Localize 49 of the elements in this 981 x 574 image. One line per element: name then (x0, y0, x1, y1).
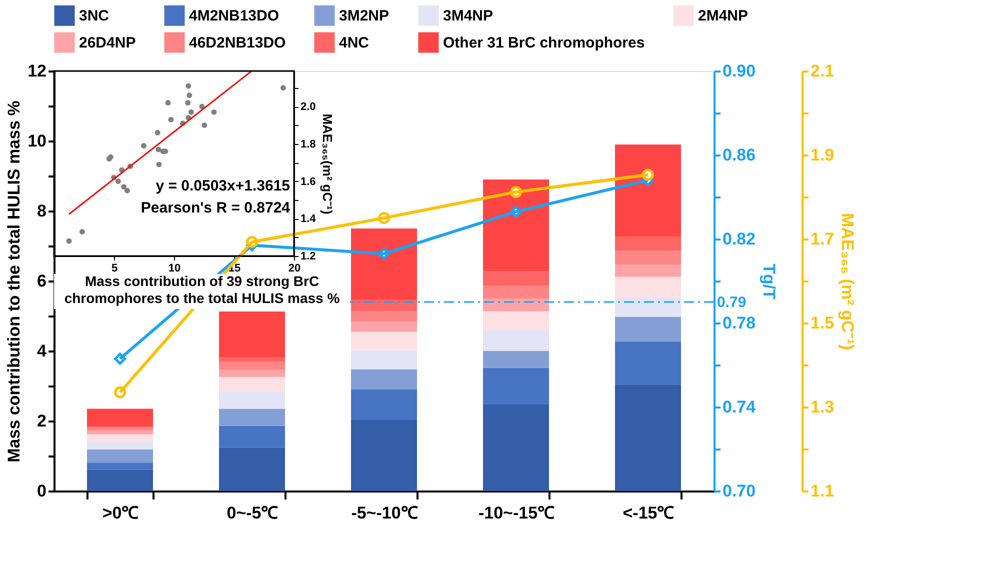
y2-tick-label: 0.78 (722, 314, 756, 332)
y2-tick-label: 0.82 (722, 230, 756, 248)
y-axis-title: Mass contribution to the total HULIS mass % (4, 100, 24, 462)
y-tick-label: 0 (37, 482, 46, 500)
legend-label: 2M4NP (698, 8, 748, 25)
y-tick-label: 1.4 (300, 213, 317, 226)
y2-axis-title: Tg/T (760, 264, 779, 300)
legend-label: Other 31 BrC chromophores (443, 34, 645, 52)
y2-tick-label: 0.74 (722, 398, 756, 416)
legend-label: 3NC (79, 8, 110, 25)
y-tick-label: 1.6 (300, 176, 316, 188)
y3-axis-title: MAE₃₆₅ (m² gC⁻¹) (838, 212, 858, 350)
y-axis-title: MAE₃₆₅(m² gC⁻¹) (320, 114, 335, 214)
legend-label: 3M2NP (339, 8, 390, 25)
y3-tick-label: 1.1 (810, 482, 834, 500)
x-tick-label: <-15℃ (622, 504, 674, 522)
x-tick-label: 0~-5℃ (226, 504, 278, 522)
y3-tick-label: 1.7 (810, 230, 834, 248)
y3-tick-label: 1.9 (810, 146, 834, 164)
x-tick-label: -10~-15℃ (478, 504, 555, 522)
y-tick-label: 10 (28, 132, 46, 150)
x-tick-label: 20 (288, 262, 301, 274)
x-tick-label: 5 (111, 262, 118, 274)
legend-label: 3M4NP (443, 8, 494, 25)
x-tick-label: -5~-10℃ (351, 504, 418, 522)
y-tick-label: 12 (28, 62, 46, 80)
y-tick-label: 6 (37, 272, 46, 290)
x-tick-label: 10 (168, 262, 181, 274)
legend-label: 46D2NB13DO (189, 34, 286, 52)
y-tick-label: 1.2 (300, 250, 316, 262)
y2-tick-label: 0.86 (722, 146, 756, 164)
legend-label: 4NC (339, 34, 370, 52)
ref-line-label: 0.79 (717, 294, 746, 311)
y2-tick-label: 0.90 (722, 62, 756, 80)
y-tick-label: 2 (37, 412, 46, 430)
y3-tick-label: 1.5 (810, 314, 834, 332)
y3-tick-label: 1.3 (810, 398, 834, 416)
y-tick-label: 8 (37, 202, 46, 220)
annotation: Pearson's R = 0.8724 (140, 200, 291, 217)
x-axis-title: Mass contribution of 39 strong BrC chromophores to the total HULIS mass % (64, 273, 340, 306)
legend-label: 4M2NB13DO (189, 8, 280, 25)
annotation: y = 0.0503x+1.3615 (156, 178, 290, 195)
y3-tick-label: 2.1 (810, 62, 834, 80)
y2-tick-label: 0.70 (722, 482, 756, 500)
legend-label: 26D4NP (79, 34, 136, 52)
y-tick-label: 2.0 (300, 101, 316, 114)
y-tick-label: 1.8 (300, 138, 316, 150)
x-tick-label: >0℃ (102, 504, 139, 522)
y-tick-label: 4 (37, 342, 48, 360)
